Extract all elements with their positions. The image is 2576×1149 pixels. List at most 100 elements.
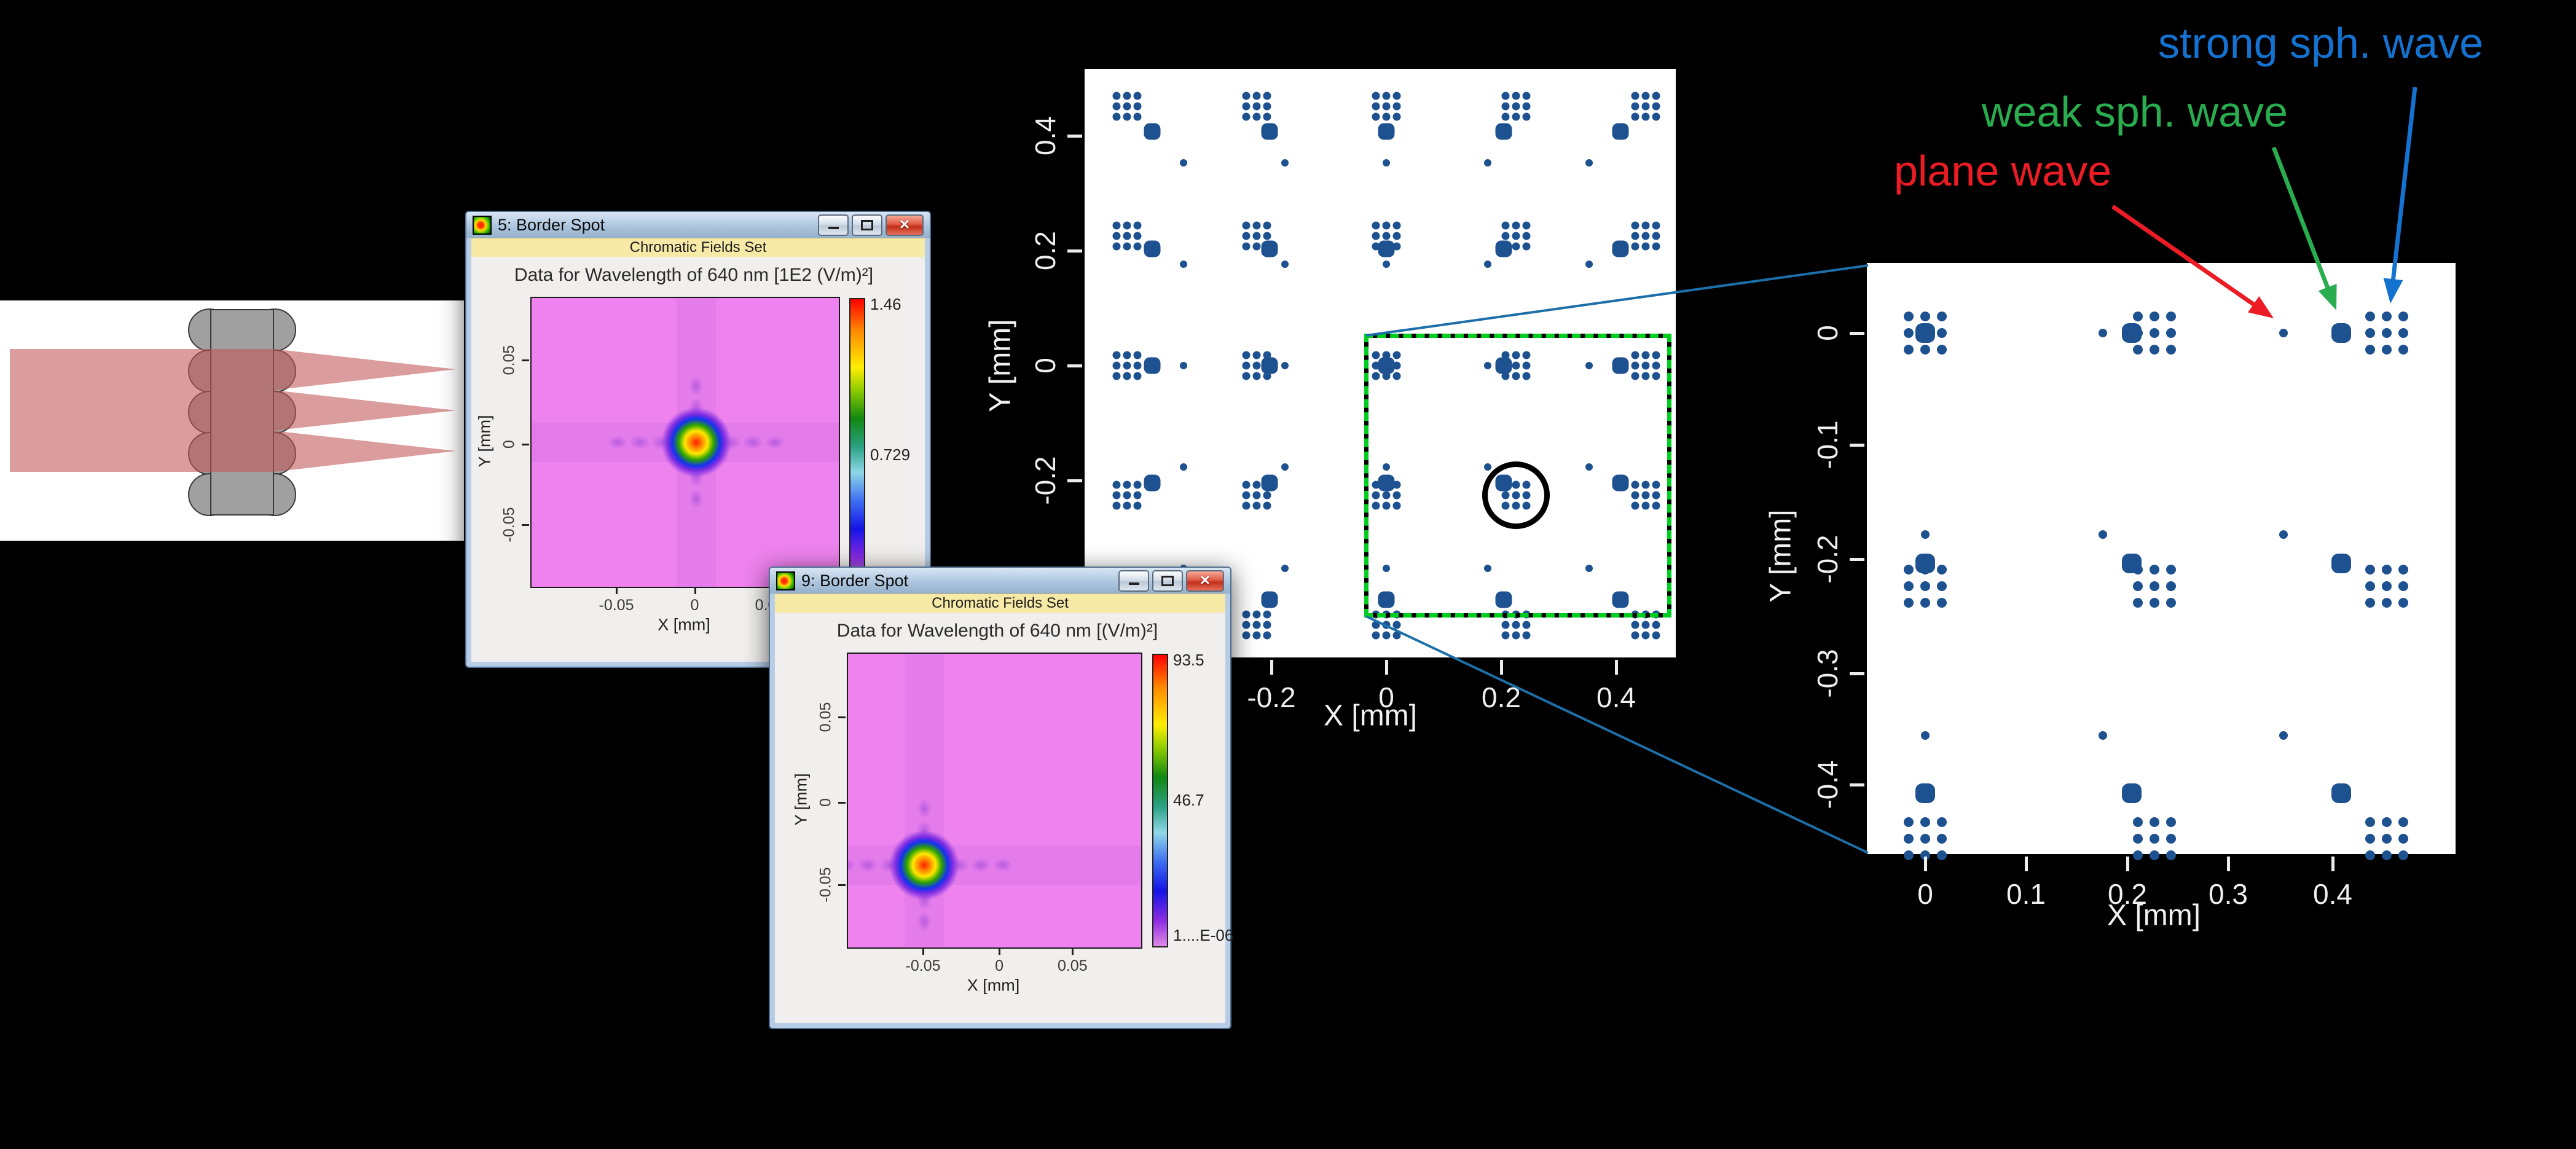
strong-sph-wave-dot: [2398, 850, 2408, 860]
strong-sph-wave-dot: [1641, 361, 1650, 370]
plane-wave-dot: [2279, 530, 2288, 539]
y-tick-label: -0.2: [1812, 535, 1844, 584]
strong-sph-wave-dot: [1937, 834, 1947, 844]
x-axis-label: X [mm]: [1324, 699, 1417, 732]
strong-sph-wave-dot: [1652, 351, 1660, 359]
strong-sph-wave-dot: [2133, 850, 2143, 860]
strong-sph-wave-dot: [1252, 92, 1261, 100]
minimize-button[interactable]: [818, 214, 849, 236]
zoom-box-green-dashes: [1364, 334, 1671, 618]
x-tick-mark: [922, 947, 925, 955]
colorbar-label: 46.7: [1173, 791, 1204, 809]
strong-sph-wave-dot: [1133, 112, 1142, 121]
strong-sph-wave-dot: [1904, 345, 1914, 355]
strong-sph-wave-dot: [1652, 501, 1660, 510]
strong-sph-wave-dot: [1920, 312, 1930, 321]
strong-sph-wave-dot: [1133, 501, 1142, 510]
strong-sph-wave-dot: [1123, 372, 1131, 380]
weak-sph-wave-blob: [1495, 123, 1512, 140]
strong-sph-wave-dot: [1501, 102, 1510, 111]
strong-sph-wave-dot: [1263, 351, 1271, 359]
maximize-button[interactable]: [1152, 570, 1183, 592]
strong-sph-wave-dot: [2166, 581, 2176, 591]
strong-sph-wave-dot: [2133, 312, 2143, 321]
strong-sph-wave-dot: [1512, 102, 1520, 111]
x-tick-mark: [694, 587, 696, 594]
x-tick-label: 0.2: [1482, 681, 1521, 713]
weak-sph-wave-blob: [1261, 357, 1278, 374]
heatmap-plot: [530, 297, 840, 588]
strong-sph-wave-dot: [1937, 565, 1947, 574]
strong-sph-wave-dot: [1512, 631, 1520, 640]
plane-wave-dot: [1585, 261, 1593, 268]
strong-sph-wave-dot: [2166, 328, 2176, 338]
strong-sph-wave-dot: [1133, 102, 1142, 111]
strong-sph-wave-dot: [1372, 361, 1380, 370]
strong-sph-wave-dot: [1392, 232, 1401, 240]
weak-sph-wave-blob: [2331, 554, 2351, 573]
close-button[interactable]: ✕: [886, 214, 924, 236]
plane-wave-dot: [1585, 159, 1593, 167]
strong-sph-wave-dot: [1652, 621, 1660, 629]
strong-sph-wave-dot: [1263, 631, 1271, 640]
y-tick-label: -0.3: [1812, 649, 1844, 698]
strong-sph-wave-dot: [2382, 598, 2392, 608]
strong-sph-wave-dot: [1242, 480, 1251, 489]
strong-sph-wave-dot: [1937, 581, 1947, 591]
strong-sph-wave-dot: [1641, 631, 1650, 640]
y-axis-label: Y [mm]: [1764, 509, 1797, 603]
minimize-button[interactable]: [1118, 570, 1149, 592]
strong-sph-wave-dot: [1522, 631, 1531, 640]
strong-sph-wave-dot: [2150, 328, 2159, 338]
y-tick-mark: [1850, 332, 1864, 335]
strong-sph-wave-dot: [2150, 581, 2159, 591]
strong-sph-wave-dot: [1382, 631, 1391, 640]
strong-sph-wave-dot: [1937, 817, 1947, 827]
strong-sph-wave-dot: [1263, 221, 1271, 230]
window-titlebar[interactable]: 9: Border Spot ✕: [770, 568, 1230, 594]
strong-sph-wave-dot: [1392, 92, 1401, 100]
strong-sph-wave-dot: [1501, 221, 1510, 230]
strong-sph-wave-dot: [2382, 312, 2392, 321]
plane-wave-dot: [2099, 329, 2107, 337]
strong-sph-wave-dot: [1112, 92, 1121, 100]
weak-sph-wave-blob: [1915, 783, 1935, 803]
strong-sph-wave-dot: [1512, 112, 1520, 121]
weak-sph-wave-blob: [1378, 474, 1395, 491]
strong-sph-wave-dot: [1252, 221, 1261, 230]
colorbar-label: 0.729: [870, 445, 911, 465]
plane-wave-dot: [1180, 261, 1187, 268]
strong-sph-wave-dot: [1242, 112, 1251, 121]
strong-sph-wave-dot: [1522, 92, 1531, 100]
x-tick-label: 0.3: [2209, 878, 2248, 910]
chromatic-fields-banner: Chromatic Fields Set: [775, 594, 1225, 613]
annotation-arrow-line: [2390, 87, 2417, 283]
strong-sph-wave-dot: [2133, 581, 2143, 591]
x-tick-mark: [2025, 857, 2028, 871]
strong-sph-wave-dot: [1372, 491, 1380, 500]
close-button[interactable]: ✕: [1186, 570, 1224, 592]
strong-sph-wave-dot: [1392, 491, 1401, 500]
strong-sph-wave-dot: [1904, 834, 1914, 844]
maximize-button[interactable]: [852, 214, 882, 236]
strong-sph-wave-dot: [1631, 221, 1639, 230]
plane-wave-dot: [1383, 565, 1390, 572]
window-titlebar[interactable]: 5: Border Spot ✕: [466, 212, 930, 238]
y-tick-mark: [838, 716, 846, 719]
spot-window-icon: [776, 571, 795, 590]
strong-sph-wave-dot: [1652, 361, 1660, 370]
strong-sph-wave-dot: [1904, 850, 1914, 860]
strong-sph-wave-dot: [1242, 372, 1251, 380]
strong-sph-wave-dot: [1392, 480, 1401, 489]
strong-sph-wave-dot: [2166, 850, 2176, 860]
strong-sph-wave-dot: [1372, 232, 1380, 240]
strong-sph-wave-dot: [2365, 834, 2375, 844]
strong-sph-wave-dot: [1382, 501, 1391, 510]
window-border-spot-9[interactable]: 9: Border Spot ✕ Chromatic Fields Set Da…: [769, 567, 1233, 1029]
strong-sph-wave-dot: [1382, 221, 1391, 230]
minimize-icon: [1128, 582, 1139, 585]
window-border-spot-5[interactable]: 5: Border Spot ✕ Chromatic Fields Set Da…: [465, 211, 931, 668]
strong-sph-wave-dot: [1522, 112, 1531, 121]
strong-sph-wave-dot: [1631, 631, 1639, 640]
strong-sph-wave-dot: [1252, 112, 1261, 121]
